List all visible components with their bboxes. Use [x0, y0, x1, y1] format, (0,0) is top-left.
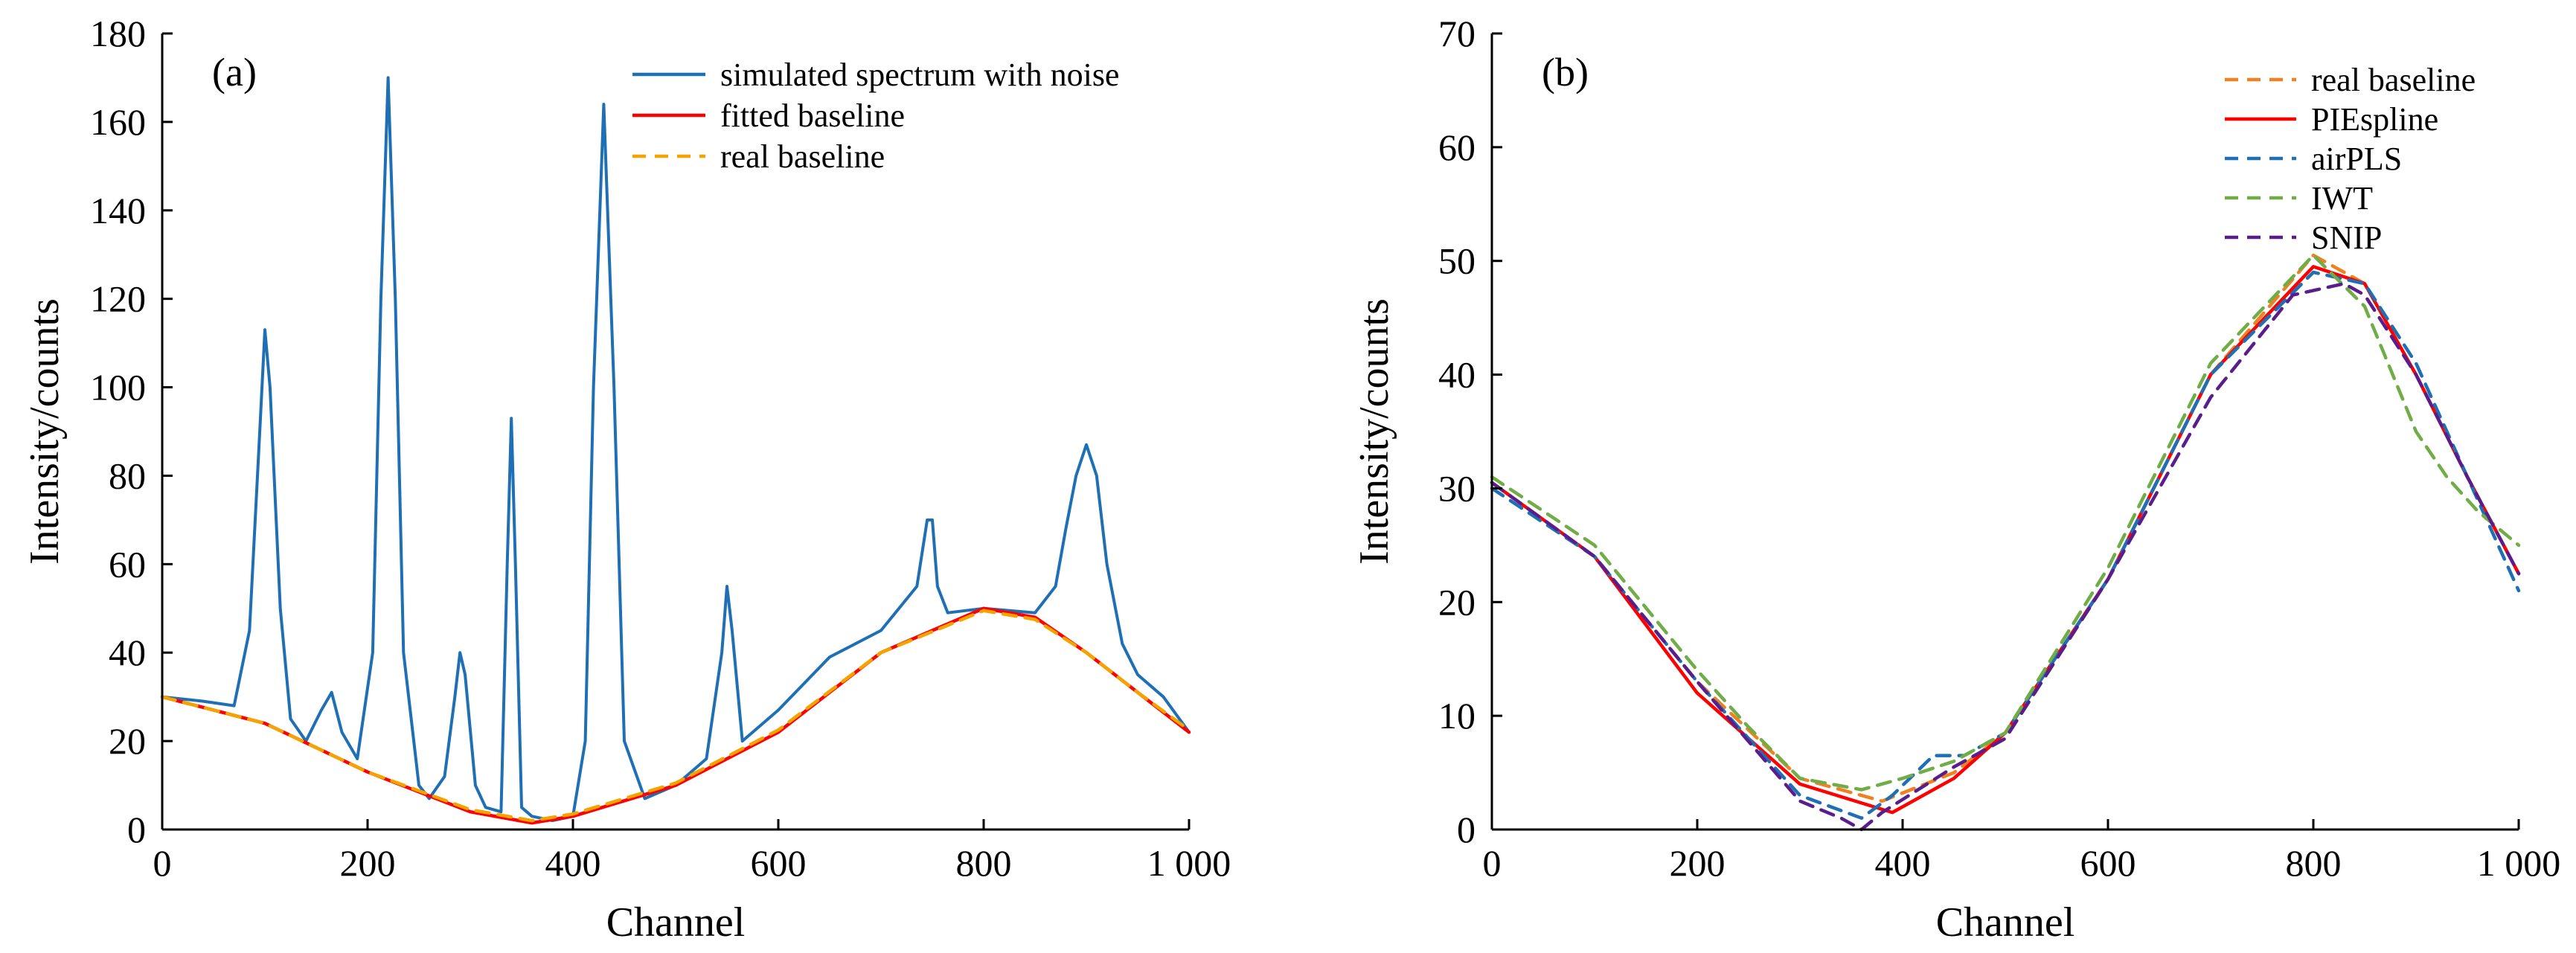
- panel-a-x-axis-label: Channel: [606, 899, 746, 946]
- panel-b-y-tick-label: 10: [1438, 695, 1476, 737]
- panel-a-y-tick-label: 140: [90, 190, 146, 231]
- panel-b-x-tick-label: 200: [1670, 842, 1726, 884]
- panel-b-x-tick-label: 600: [2080, 842, 2136, 884]
- panel-b-x-axis-label: Channel: [1936, 899, 2075, 946]
- panel-b-y-tick-label: 40: [1438, 354, 1476, 396]
- panel-b-y-tick-label: 20: [1438, 581, 1476, 623]
- panel-b-y-axis-label: Intensity/counts: [1351, 298, 1397, 565]
- panel-a-y-tick-label: 40: [109, 632, 146, 673]
- panel-a-legend: simulated spectrum with noise fitted base…: [632, 57, 1119, 175]
- panel-a-y-tick-label: 60: [109, 543, 146, 585]
- panel-b-series-airpls: [1490, 270, 2521, 820]
- panel-a: 0 200 400 600 800 1 000 0 20 40 60 80 100 120 140 160 1…: [22, 13, 1231, 946]
- panel-b-x-tick-label: 800: [2286, 842, 2342, 884]
- panel-a-y-axis-label: Intensity/counts: [22, 298, 68, 565]
- panel-b-series-real-baseline: [1490, 253, 2521, 803]
- panel-b-x-tick-label: 1 000: [2477, 842, 2561, 884]
- panel-b-legend-label-piespline: PIEspline: [2311, 101, 2438, 138]
- panel-b-legend-label-iwt: IWT: [2311, 180, 2373, 216]
- panel-b-y-tick-label: 30: [1438, 467, 1476, 509]
- panel-a-legend-label-real-baseline: real baseline: [720, 138, 885, 175]
- panel-a-legend-label-fitted-baseline: fitted baseline: [720, 97, 905, 134]
- panel-b-x-tick-label: 0: [1483, 842, 1502, 884]
- panel-a-x-tick-label: 0: [153, 842, 172, 884]
- panel-a-x-tick-label: 200: [340, 842, 396, 884]
- panel-a-y-tick-label: 20: [109, 720, 146, 762]
- panel-b-legend-label-real-baseline: real baseline: [2311, 62, 2476, 98]
- panel-b-legend-label-snip: SNIP: [2311, 219, 2382, 256]
- panel-a-x-tick-label: 1 000: [1147, 842, 1231, 884]
- panel-a-y-tick-label: 120: [90, 278, 146, 320]
- panel-b: 0 200 400 600 800 1 000 0 10 20 30 40 50 60 70 Channel…: [1351, 13, 2560, 946]
- panel-b-y-tick-label: 70: [1438, 13, 1476, 54]
- panel-a-y-tick-label: 0: [127, 809, 146, 850]
- panel-b-series-iwt: [1490, 253, 2521, 792]
- panel-a-y-tick-label: 100: [90, 367, 146, 408]
- panel-a-x-tick-label: 600: [751, 842, 807, 884]
- panel-a-series-simulated-spectrum-with-noise: [161, 76, 1191, 823]
- panel-a-y-tick-label: 160: [90, 101, 146, 143]
- panel-a-label: (a): [212, 50, 257, 94]
- panel-a-legend-label-simulated-spectrum-with-noise: simulated spectrum with noise: [720, 57, 1119, 93]
- panel-a-y-tick-label: 80: [109, 455, 146, 496]
- panel-b-y-tick-label: 0: [1457, 809, 1476, 850]
- panel-a-x-tick-label: 800: [956, 842, 1012, 884]
- panel-a-x-tick-label: 400: [545, 842, 601, 884]
- panel-b-y-tick-label: 50: [1438, 240, 1476, 282]
- panel-b-y-tick-label: 60: [1438, 126, 1476, 168]
- panel-a-series-fitted-baseline: [160, 606, 1191, 825]
- panel-b-series-snip: [1490, 282, 2521, 832]
- panel-b-label: (b): [1542, 50, 1589, 94]
- panel-b-x-tick-label: 400: [1875, 842, 1931, 884]
- panel-a-y-tick-label: 180: [90, 13, 146, 54]
- panel-b-legend-label-airpls: airPLS: [2311, 141, 2402, 177]
- panel-a-series-real-baseline: [160, 609, 1191, 823]
